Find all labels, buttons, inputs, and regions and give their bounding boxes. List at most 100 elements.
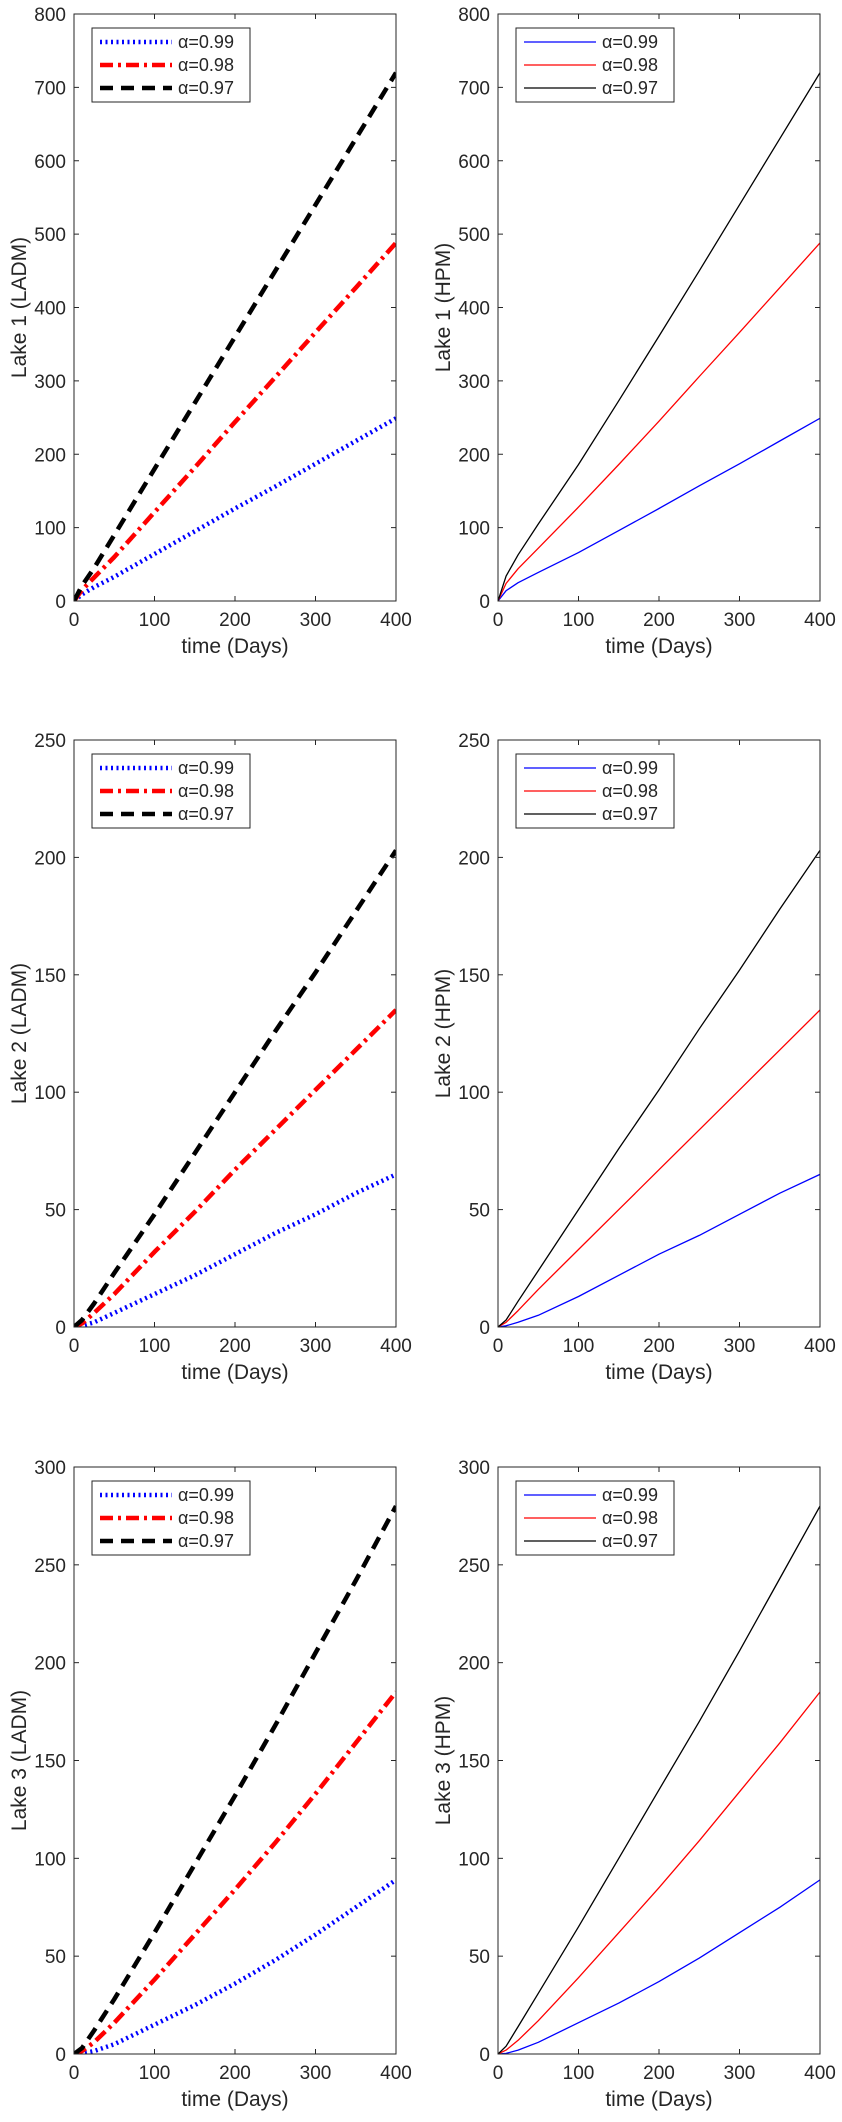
x-tick-label: 400 [380, 610, 412, 631]
legend-label: α=0.97 [602, 1531, 658, 1551]
series-line-0-97 [74, 71, 396, 601]
x-tick-label: 0 [69, 610, 80, 631]
legend-label: α=0.97 [602, 78, 658, 98]
x-tick-label: 300 [724, 2063, 756, 2084]
series-line-0-98 [498, 1691, 820, 2054]
legend: α=0.99 α=0.98 α=0.97 [91, 1480, 251, 1556]
x-tick-label: 300 [724, 1336, 756, 1357]
x-tick-label: 400 [380, 1336, 412, 1357]
plot-area [74, 14, 396, 601]
y-tick-label: 50 [45, 1201, 66, 1222]
y-tick-label: 300 [34, 1458, 66, 1479]
plot-area [498, 740, 820, 1327]
series-group [74, 1505, 396, 2054]
series-line-0-97 [498, 1505, 820, 2054]
y-axis-label: Lake 3 (LADM) [8, 1690, 31, 1831]
y-tick-label: 0 [479, 2045, 490, 2066]
x-tick-label: 300 [300, 1336, 332, 1357]
y-tick-label: 200 [34, 445, 66, 466]
series-line-0-97 [74, 849, 396, 1327]
y-tick-label: 100 [34, 519, 66, 540]
y-tick-label: 150 [458, 1752, 490, 1773]
y-tick-label: 150 [34, 1752, 66, 1773]
x-tick-label: 300 [300, 610, 332, 631]
legend-label: α=0.98 [602, 781, 658, 801]
y-axis-label: Lake 3 (HPM) [432, 1696, 455, 1826]
x-tick-label: 0 [493, 2063, 504, 2084]
x-tick-label: 100 [139, 1336, 171, 1357]
series-line-0-98 [74, 1008, 396, 1327]
y-tick-label: 600 [458, 152, 490, 173]
series-line-0-99 [498, 1173, 820, 1327]
x-tick-label: 400 [380, 2063, 412, 2084]
legend: α=0.99 α=0.98 α=0.97 [515, 27, 675, 103]
x-axis-label: time (Days) [605, 2088, 712, 2111]
x-tick-label: 400 [804, 610, 836, 631]
x-tick-label: 0 [493, 1336, 504, 1357]
x-axis-label: time (Days) [181, 2088, 288, 2111]
legend-label: α=0.97 [178, 78, 234, 98]
chart-lake2-hpm: 0 100 200 300 400 0 50 100 150 200 250 time (Days) L… [432, 731, 836, 1384]
legend: α=0.99 α=0.98 α=0.97 [515, 753, 675, 829]
legend-label: α=0.97 [602, 804, 658, 824]
chart-lake1-hpm: 0 100 200 300 400 0 100 200 300 400 500 600 700 800 ti… [432, 5, 836, 658]
y-tick-label: 150 [458, 966, 490, 987]
y-tick-label: 0 [55, 592, 66, 613]
y-axis-label: Lake 1 (LADM) [8, 237, 31, 378]
x-axis-label: time (Days) [181, 635, 288, 658]
y-tick-label: 800 [34, 5, 66, 26]
y-axis-label: Lake 1 (HPM) [432, 243, 455, 373]
series-line-0-99 [74, 1878, 396, 2054]
x-tick-label: 300 [724, 610, 756, 631]
series-group [498, 72, 820, 601]
y-tick-label: 100 [458, 519, 490, 540]
x-tick-label: 400 [804, 1336, 836, 1357]
y-tick-label: 400 [34, 299, 66, 320]
x-axis-label: time (Days) [181, 1361, 288, 1384]
x-tick-label: 100 [563, 2063, 595, 2084]
y-tick-label: 0 [55, 1318, 66, 1339]
series-line-0-98 [498, 242, 820, 601]
x-tick-label: 200 [219, 2063, 251, 2084]
y-tick-label: 400 [458, 299, 490, 320]
x-tick-label: 200 [643, 1336, 675, 1357]
y-tick-label: 100 [34, 1083, 66, 1104]
y-tick-label: 800 [458, 5, 490, 26]
chart-lake2-ladm: 0 100 200 300 400 0 50 100 150 200 250 time (Days) L… [8, 731, 412, 1384]
legend-label: α=0.99 [602, 32, 658, 52]
legend-label: α=0.99 [602, 758, 658, 778]
y-tick-label: 150 [34, 966, 66, 987]
series-line-0-97 [498, 72, 820, 601]
legend-label: α=0.98 [178, 781, 234, 801]
legend: α=0.99 α=0.98 α=0.97 [91, 753, 251, 829]
legend-label: α=0.98 [178, 55, 234, 75]
legend-label: α=0.98 [602, 55, 658, 75]
y-tick-label: 100 [458, 1849, 490, 1870]
y-tick-label: 0 [479, 592, 490, 613]
x-tick-label: 100 [563, 610, 595, 631]
series-group [498, 1505, 820, 2054]
chart-lake3-hpm: 0 100 200 300 400 0 50 100 150 200 250 300 time (Day… [432, 1458, 836, 2111]
y-tick-label: 200 [458, 1654, 490, 1675]
legend: α=0.99 α=0.98 α=0.97 [91, 27, 251, 103]
series-line-0-97 [74, 1505, 396, 2054]
legend: α=0.99 α=0.98 α=0.97 [515, 1480, 675, 1556]
y-tick-label: 600 [34, 152, 66, 173]
y-tick-label: 50 [469, 1947, 490, 1968]
y-axis-label: Lake 2 (LADM) [8, 963, 31, 1104]
series-line-0-98 [498, 1009, 820, 1327]
x-tick-label: 300 [300, 2063, 332, 2084]
y-tick-label: 0 [55, 2045, 66, 2066]
x-tick-label: 200 [643, 610, 675, 631]
legend-label: α=0.98 [602, 1508, 658, 1528]
series-group [74, 71, 396, 601]
x-tick-label: 0 [69, 1336, 80, 1357]
series-line-0-99 [74, 416, 396, 601]
y-tick-label: 50 [469, 1201, 490, 1222]
y-tick-label: 500 [34, 225, 66, 246]
y-tick-label: 100 [458, 1083, 490, 1104]
legend-label: α=0.99 [178, 758, 234, 778]
legend-label: α=0.99 [178, 32, 234, 52]
y-tick-label: 250 [34, 731, 66, 752]
x-tick-label: 0 [69, 2063, 80, 2084]
